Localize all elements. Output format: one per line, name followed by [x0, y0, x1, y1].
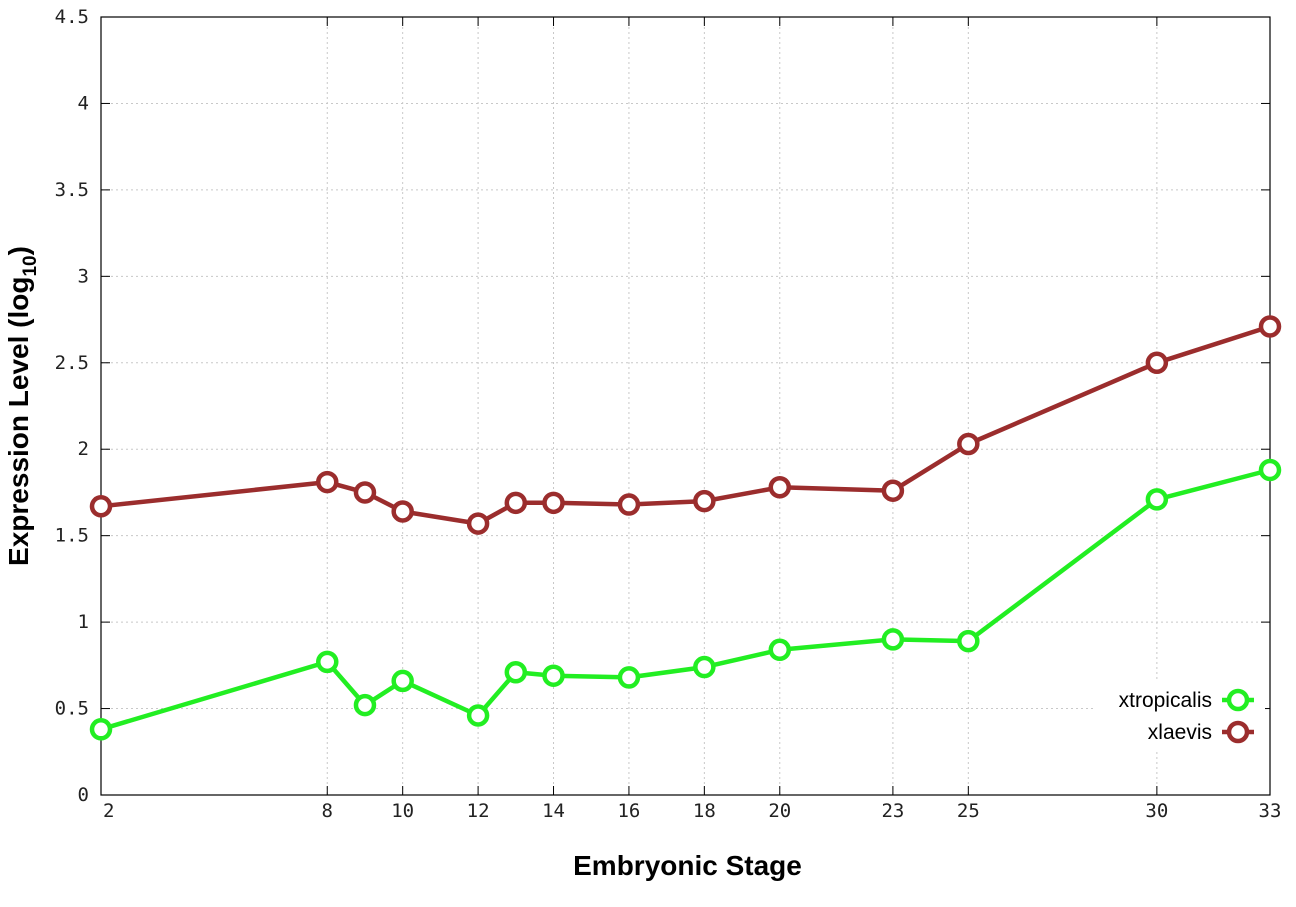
- data-point-xtropicalis: [466, 704, 490, 727]
- data-point-xlaevis: [391, 500, 414, 523]
- data-point-xtropicalis: [1258, 458, 1282, 482]
- data-point-xlaevis: [353, 481, 377, 504]
- axis-ticks: 0 0.5 1 1.5 2 2.5 3 3.5 4 4.5 2 8 10 12 14 16 18 20 23 25 30…: [55, 6, 1282, 822]
- y-tick-label: 4: [78, 92, 89, 114]
- data-point-xlaevis: [768, 476, 792, 499]
- x-tick-label: 10: [391, 800, 414, 822]
- data-point-xtropicalis: [768, 638, 792, 662]
- x-tick-label: 33: [1259, 800, 1282, 822]
- plot-frame: [100, 16, 1271, 796]
- y-tick-label: 2: [78, 438, 89, 460]
- y-axis-title: Expression Level (log10): [3, 246, 41, 566]
- data-point-xlaevis: [316, 470, 339, 494]
- y-axis-title-main: Expression Level (log: [3, 277, 34, 566]
- data-point-xtropicalis: [504, 660, 528, 684]
- x-tick-label: 12: [467, 800, 490, 822]
- x-tick-label: 8: [322, 800, 333, 822]
- y-tick-label: 3: [78, 265, 89, 287]
- data-point-xtropicalis: [89, 718, 113, 741]
- data-point-xlaevis: [881, 479, 905, 502]
- x-tick-label: 25: [957, 800, 980, 822]
- data-point-xlaevis: [504, 491, 528, 515]
- data-point-xtropicalis: [617, 666, 641, 689]
- data-point-xlaevis: [617, 493, 641, 516]
- data-point-xtropicalis: [353, 693, 377, 717]
- data-point-xlaevis: [1145, 351, 1169, 375]
- data-point-xlaevis: [89, 495, 113, 518]
- y-tick-label: 0: [78, 784, 89, 806]
- data-point-xlaevis: [1258, 315, 1282, 338]
- legend-label-xtropicalis: xtropicalis: [1119, 689, 1212, 712]
- legend-label-xlaevis: xlaevis: [1148, 721, 1212, 744]
- y-tick-label: 2.5: [55, 352, 89, 374]
- data-point-xlaevis: [693, 489, 716, 513]
- x-axis-title: Embryonic Stage: [573, 850, 802, 881]
- data-point-xtropicalis: [957, 629, 980, 653]
- legend-marker-xtropicalis: [1226, 688, 1250, 712]
- data-point-xtropicalis: [1145, 488, 1169, 511]
- x-tick-label: 23: [881, 800, 904, 822]
- y-axis-title-close: ): [3, 246, 34, 255]
- series-xlaevis: [89, 315, 1282, 535]
- data-point-xtropicalis: [391, 669, 414, 693]
- y-tick-label: 1: [78, 611, 89, 633]
- x-tick-label: 30: [1145, 800, 1168, 822]
- legend: xtropicalis xlaevis: [1095, 680, 1265, 750]
- x-tick-label: 16: [617, 800, 640, 822]
- x-tick-label: 2: [103, 800, 114, 822]
- data-point-xlaevis: [542, 491, 565, 515]
- data-point-xlaevis: [466, 512, 490, 535]
- legend-marker-xlaevis: [1226, 720, 1250, 744]
- series-line-xtropicalis: [100, 467, 1271, 732]
- data-point-xtropicalis: [693, 655, 716, 679]
- x-tick-label: 20: [768, 800, 791, 822]
- y-tick-label: 3.5: [55, 179, 89, 201]
- series-xtropicalis: [89, 458, 1282, 741]
- series-layer: [89, 315, 1282, 741]
- data-point-xtropicalis: [542, 664, 565, 687]
- series-line-xlaevis: [100, 324, 1271, 526]
- y-tick-label: 0.5: [55, 698, 89, 720]
- y-tick-label: 4.5: [55, 6, 89, 28]
- x-tick-label: 18: [693, 800, 716, 822]
- y-tick-label: 1.5: [55, 525, 89, 547]
- y-axis-title-subscript: 10: [20, 255, 41, 276]
- data-point-xlaevis: [957, 432, 980, 456]
- data-point-xtropicalis: [881, 628, 905, 651]
- data-point-xtropicalis: [316, 650, 339, 674]
- x-tick-label: 14: [542, 800, 565, 822]
